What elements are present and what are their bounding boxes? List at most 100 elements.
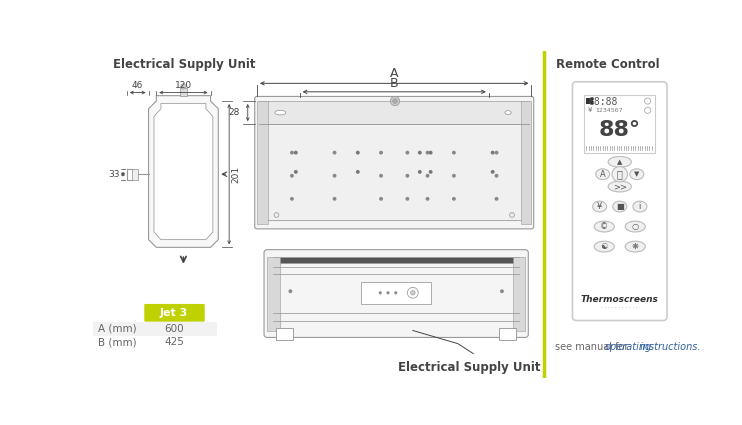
Circle shape	[452, 197, 456, 201]
Text: Remote Control: Remote Control	[556, 58, 660, 71]
Circle shape	[379, 151, 383, 155]
Circle shape	[290, 174, 294, 178]
Circle shape	[294, 151, 298, 155]
Circle shape	[495, 197, 499, 201]
Text: ¥: ¥	[588, 107, 592, 113]
Text: B (mm): B (mm)	[98, 337, 137, 347]
Ellipse shape	[626, 241, 646, 252]
Text: ▲: ▲	[617, 159, 623, 165]
Circle shape	[452, 174, 456, 178]
Circle shape	[356, 170, 360, 174]
FancyBboxPatch shape	[144, 304, 205, 322]
Bar	[361, 282, 430, 303]
Circle shape	[410, 290, 416, 295]
Text: >>: >>	[613, 182, 627, 191]
Text: 1234567: 1234567	[596, 108, 623, 113]
Ellipse shape	[505, 110, 511, 114]
Circle shape	[429, 170, 433, 174]
Bar	[513, 257, 525, 331]
Bar	[93, 322, 217, 336]
Circle shape	[495, 174, 499, 178]
Ellipse shape	[630, 169, 644, 180]
Bar	[521, 101, 531, 224]
Circle shape	[490, 151, 495, 155]
Ellipse shape	[594, 241, 614, 252]
Circle shape	[452, 151, 456, 155]
Circle shape	[332, 151, 336, 155]
Text: instructions.: instructions.	[637, 343, 700, 352]
Text: 88:88: 88:88	[589, 97, 618, 107]
Circle shape	[418, 170, 421, 174]
Text: 28: 28	[229, 108, 240, 117]
Circle shape	[393, 99, 397, 103]
Text: A: A	[600, 170, 605, 178]
Circle shape	[394, 291, 397, 295]
FancyBboxPatch shape	[264, 249, 528, 337]
Text: 201: 201	[232, 166, 240, 183]
Ellipse shape	[594, 221, 614, 232]
Circle shape	[429, 151, 433, 155]
Bar	[277, 328, 294, 340]
Ellipse shape	[613, 201, 627, 212]
Text: ©: ©	[600, 222, 608, 231]
Circle shape	[379, 174, 383, 178]
FancyBboxPatch shape	[255, 96, 533, 229]
Bar	[267, 257, 280, 331]
Circle shape	[426, 151, 430, 155]
Text: ■: ■	[616, 202, 624, 211]
Polygon shape	[154, 103, 213, 240]
Circle shape	[378, 291, 382, 295]
Ellipse shape	[596, 169, 610, 180]
Text: see manual for: see manual for	[555, 343, 631, 352]
Text: ○: ○	[631, 222, 639, 231]
Ellipse shape	[626, 221, 646, 232]
Circle shape	[405, 174, 410, 178]
Bar	[262, 127, 527, 222]
Circle shape	[379, 197, 383, 201]
Circle shape	[490, 170, 495, 174]
Circle shape	[294, 170, 298, 174]
Text: A: A	[390, 67, 398, 80]
FancyBboxPatch shape	[573, 82, 667, 320]
Ellipse shape	[593, 201, 606, 212]
Ellipse shape	[275, 110, 286, 115]
Polygon shape	[148, 96, 218, 247]
Text: i: i	[639, 202, 641, 211]
Text: 600: 600	[164, 324, 184, 334]
Circle shape	[426, 197, 430, 201]
Circle shape	[356, 151, 360, 155]
Text: ▼: ▼	[634, 171, 640, 177]
Text: · · · · · · · · · · ·: · · · · · · · · · · ·	[601, 305, 638, 310]
Bar	[499, 328, 516, 340]
Circle shape	[407, 287, 418, 298]
Text: A (mm): A (mm)	[98, 324, 137, 334]
Text: 425: 425	[164, 337, 184, 347]
Bar	[131, 169, 138, 180]
Text: 88°: 88°	[599, 119, 641, 139]
Text: operating: operating	[604, 343, 651, 352]
Circle shape	[426, 174, 430, 178]
Circle shape	[387, 291, 390, 295]
Bar	[257, 101, 268, 224]
Text: Jet 3: Jet 3	[160, 308, 188, 318]
Circle shape	[405, 197, 410, 201]
Circle shape	[645, 98, 651, 104]
Circle shape	[290, 197, 294, 201]
Bar	[180, 88, 187, 96]
Bar	[586, 98, 593, 104]
Text: ⏻: ⏻	[617, 169, 623, 179]
Circle shape	[290, 151, 294, 155]
Text: ❋: ❋	[631, 242, 639, 251]
Text: 46: 46	[132, 80, 143, 90]
Text: ¥: ¥	[597, 202, 603, 211]
Circle shape	[495, 151, 499, 155]
Circle shape	[612, 167, 628, 182]
Circle shape	[332, 174, 336, 178]
Bar	[273, 257, 519, 263]
Text: 33: 33	[108, 170, 120, 178]
Text: Electrical Supply Unit: Electrical Supply Unit	[113, 58, 255, 71]
Circle shape	[418, 151, 421, 155]
Text: 120: 120	[175, 80, 192, 90]
Circle shape	[390, 96, 400, 106]
Circle shape	[332, 197, 336, 201]
